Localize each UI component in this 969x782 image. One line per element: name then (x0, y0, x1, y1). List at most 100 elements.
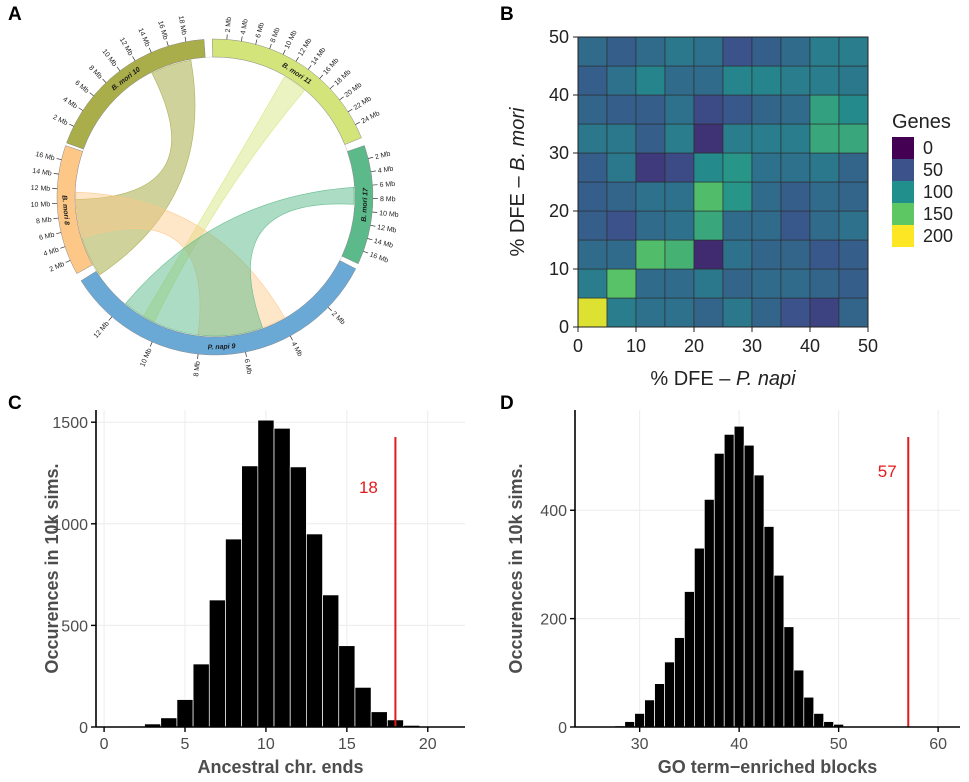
circos-tick (60, 246, 66, 249)
heatmap-cell (606, 94, 637, 125)
circos-tick (149, 341, 153, 347)
y-tick-label: 1500 (52, 415, 88, 432)
ribbon-bmori17 (125, 186, 355, 337)
circos-tick (184, 36, 187, 42)
heatmap-cell (751, 36, 782, 67)
circos-tick-label: 10 Mb (139, 347, 153, 368)
y-axis-title: Occurences in 10k sims. (42, 463, 62, 673)
circos-tick-label: 12 Mb (297, 37, 313, 57)
circos-tick-label: 10 Mb (100, 48, 117, 68)
heatmap-cell (838, 36, 869, 67)
x-axis-title: GO term−enriched blocks (658, 757, 878, 777)
heatmap-cell (751, 123, 782, 154)
heatmap-cell (838, 239, 869, 270)
heatmap-cell (577, 36, 608, 67)
x-tick-label: 15 (338, 736, 356, 753)
heatmap-cell (577, 152, 608, 183)
histogram-bar (813, 713, 825, 728)
circos-tick (327, 307, 332, 312)
heatmap-cell (780, 239, 811, 270)
histogram-bar (338, 645, 356, 728)
heatmap-cell (606, 123, 637, 154)
circos-tick-label: 10 Mb (379, 210, 399, 219)
histogram-bar (160, 717, 178, 728)
heatmap-cell (809, 210, 840, 241)
y-tick-label: 500 (61, 618, 88, 635)
circos-tick-label: 16 Mb (35, 151, 56, 162)
circos-tick-label: 4 Mb (43, 246, 60, 258)
circos-tick-label: 12 Mb (93, 320, 111, 339)
circos-tick-label: 2 Mb (225, 17, 233, 33)
heatmap-cell (635, 36, 666, 67)
legend-key (892, 225, 914, 247)
heatmap-cell (693, 181, 724, 212)
heatmap-cell (751, 94, 782, 125)
heatmap-cell (838, 94, 869, 125)
y-tick-label: 400 (540, 503, 567, 520)
circos-tick (319, 74, 324, 79)
histogram-bar (664, 661, 675, 728)
heatmap-cell (693, 210, 724, 241)
heatmap-cell (693, 152, 724, 183)
y-tick-label: 0 (559, 317, 569, 337)
heatmap-cell (751, 297, 782, 328)
heatmap-cell (635, 268, 666, 299)
circos-tick (102, 78, 107, 83)
circos-tick (363, 250, 369, 254)
heatmap-cell (722, 65, 753, 96)
heatmap-cell (722, 181, 753, 212)
circos-tick (56, 232, 62, 235)
heatmap-cell (664, 181, 695, 212)
circos-tick (56, 158, 62, 161)
heatmap-cell (722, 152, 753, 183)
histogram-bar (763, 526, 775, 728)
circos-tick (53, 173, 59, 175)
circos-tick-label: 2 Mb (49, 261, 66, 274)
circos-tick (329, 85, 335, 90)
heatmap-cell (751, 152, 782, 183)
circos-tick-label: 4 Mb (61, 96, 78, 110)
circos-tick (295, 56, 299, 62)
heatmap-cell (635, 239, 666, 270)
histogram-bar (723, 434, 735, 728)
circos-tick (339, 96, 344, 101)
circos-tick (197, 354, 199, 360)
heatmap-cell (635, 210, 666, 241)
circos-tick (355, 121, 360, 125)
heatmap-cell (577, 210, 608, 241)
circos-tick-label: 4 Mb (377, 166, 394, 175)
histogram-bar (803, 696, 815, 728)
heatmap-cell (809, 123, 840, 154)
histogram-bar (773, 574, 785, 728)
x-tick-label: 10 (257, 736, 275, 753)
circos-tick-label: 16 Mb (156, 20, 168, 41)
heatmap-cell (722, 297, 753, 328)
histogram-ancestral-chr-ends: 18 0 5 10 15 20 0 500 1000 1500 Ancestral chr. end… (42, 410, 465, 777)
heatmap-cell (664, 297, 695, 328)
heatmap-cell (751, 65, 782, 96)
circos-tick-label: 14 Mb (136, 27, 150, 48)
chromosome-segment (80, 260, 357, 356)
histogram-bar (225, 538, 243, 728)
heatmap-cell (838, 297, 869, 328)
y-tick-label: 50 (549, 27, 569, 47)
circos-tick (241, 36, 243, 42)
heatmap-cell (664, 210, 695, 241)
x-tick-label: 50 (830, 736, 848, 753)
heatmap-cell (780, 36, 811, 67)
histogram-bar (370, 711, 388, 728)
heatmap-cell (780, 210, 811, 241)
threshold-label: 57 (878, 462, 897, 481)
histogram-bar (694, 547, 705, 728)
heatmap-cell (751, 268, 782, 299)
circos-tick-label: 12 Mb (31, 185, 51, 193)
heatmap-cell (635, 65, 666, 96)
x-tick-label: 60 (929, 736, 947, 753)
y-tick-label: 200 (540, 612, 567, 629)
histogram-bar (654, 683, 665, 728)
x-tick-label: 0 (100, 736, 109, 753)
panel-label-b: B (500, 4, 514, 25)
heatmap-cell (722, 36, 753, 67)
y-tick-label: 0 (79, 720, 88, 737)
heatmap-cell (809, 181, 840, 212)
